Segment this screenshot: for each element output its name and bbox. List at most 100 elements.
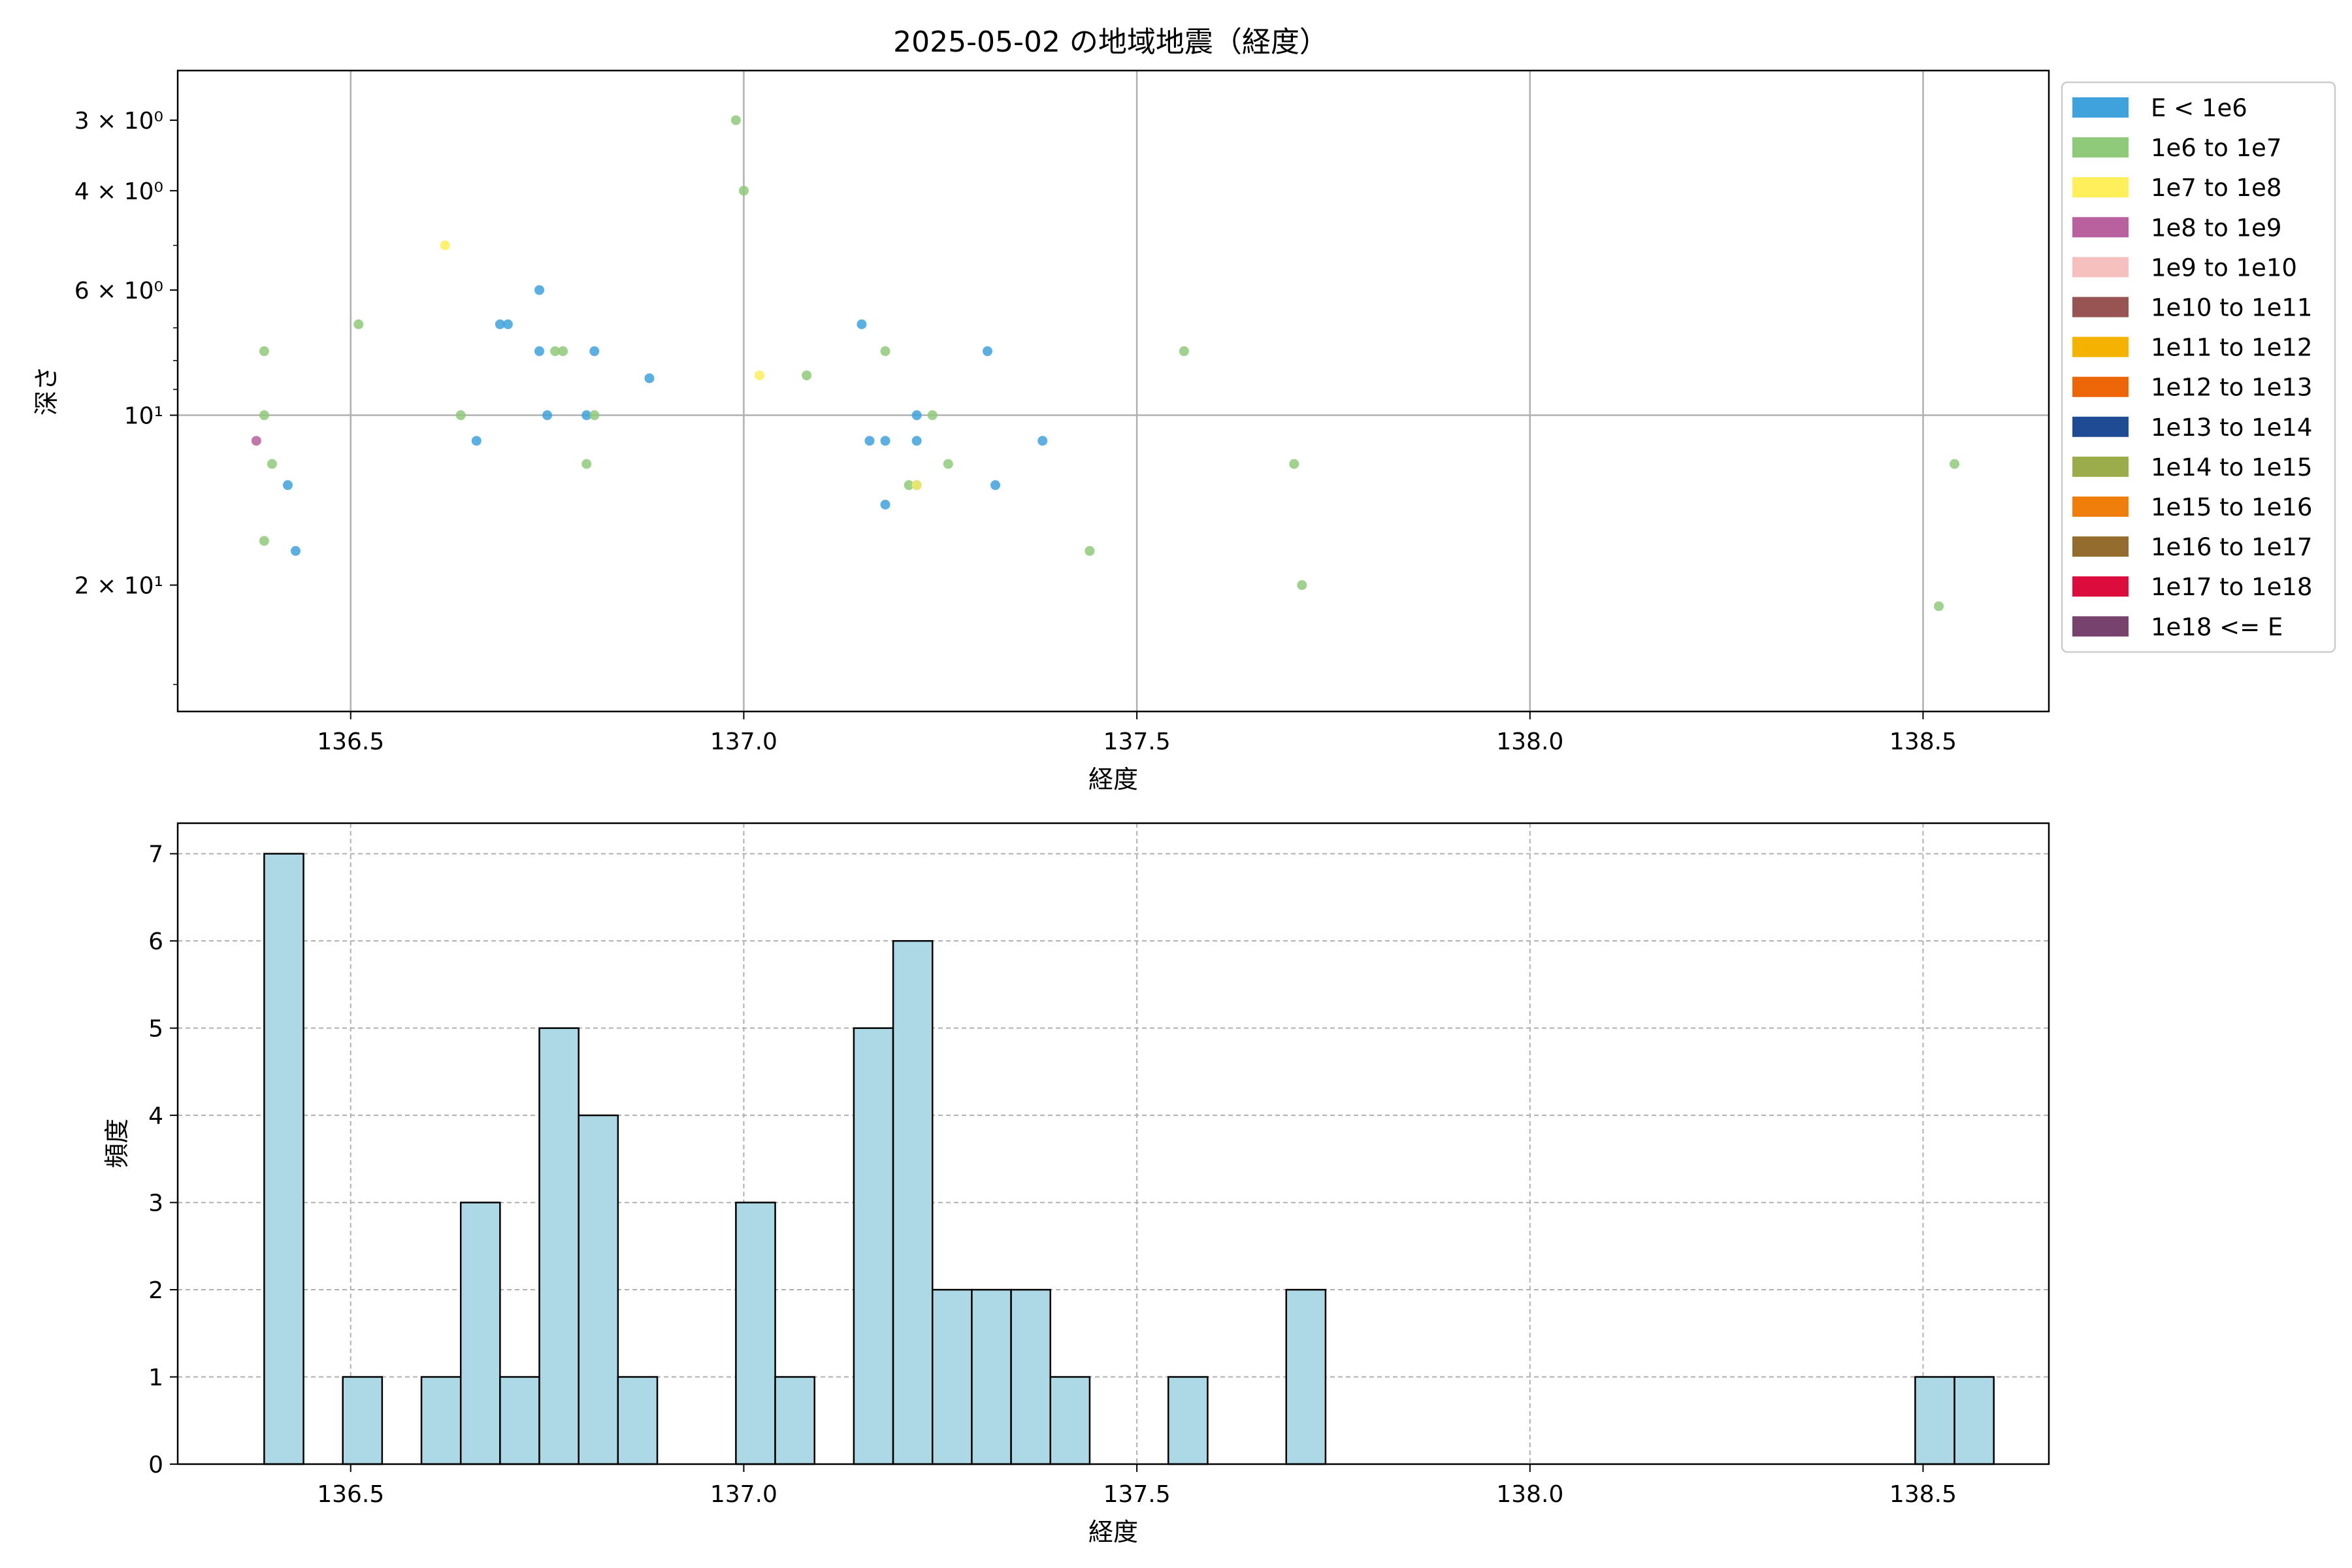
scatter-point [251,436,261,446]
histogram-bar [735,1201,776,1465]
legend-item: 1e15 to 1e16 [2072,493,2312,521]
histogram-bar [931,1288,973,1465]
scatter-y-tick-label: 6 × 10⁰ [74,278,163,304]
legend-label: 1e9 to 1e10 [2151,253,2297,282]
histogram-plot: 136.5 137.0 137.5 138.0 138.5 0 1 2 3 4 5 6 7 経度 頻度 [103,822,2050,1546]
scatter-point [738,186,749,196]
legend-frame [2061,81,2336,653]
scatter-point [502,319,513,329]
scatter-point [880,346,890,357]
histogram-bar [1049,1376,1091,1465]
histogram-bar [459,1201,501,1465]
legend-swatch [2072,616,2129,637]
histogram-bar [342,1376,384,1465]
scatter-point [1934,601,1944,612]
legend-item: 1e17 to 1e18 [2072,573,2312,601]
legend-label: 1e11 to 1e12 [2151,334,2312,362]
histogram-y-axis-label: 頻度 [103,1119,131,1168]
scatter-point [990,480,1000,491]
histogram-bar [1010,1288,1051,1465]
histogram-y-tick-label: 2 [148,1277,163,1304]
scatter-point [754,370,764,381]
histogram-y-tick-label: 1 [148,1365,163,1392]
scatter-point [589,410,600,421]
scatter-point [802,370,812,381]
legend-swatch [2072,536,2129,557]
scatter-point [581,459,592,469]
scatter-point [542,410,553,421]
scatter-point [911,410,922,421]
scatter-point [1297,580,1307,591]
figure-title: 2025-05-02 の地域地震（経度） [893,25,1328,59]
scatter-point [550,346,561,357]
scatter-point [730,115,741,125]
legend-swatch [2072,336,2129,357]
scatter-x-tick-label: 137.0 [710,728,777,755]
histogram-x-axis-ticks: 136.5 137.0 137.5 138.0 138.5 [317,1464,1957,1508]
scatter-point [259,410,269,421]
scatter-point [880,436,890,446]
legend-item: 1e13 to 1e14 [2072,414,2312,442]
legend-label: E < 1e6 [2151,94,2247,122]
scatter-y-axis-label: 深さ [32,366,61,416]
histogram-bar [538,1027,580,1465]
scatter-point [927,410,938,421]
histogram-x-axis-label: 経度 [1088,1518,1138,1546]
histogram-bar [1914,1376,1955,1465]
scatter-x-axis-label: 経度 [1088,765,1138,794]
scatter-point [589,346,600,357]
scatter-plot-frame [176,69,2050,713]
histogram-x-tick-label: 136.5 [317,1481,384,1508]
legend-item: 1e9 to 1e10 [2072,253,2297,282]
scatter-point [857,319,867,329]
scatter-point [911,436,922,446]
legend-item: E < 1e6 [2072,94,2247,122]
legend-item: 1e10 to 1e11 [2072,294,2312,322]
scatter-point [943,459,953,469]
histogram-y-tick-label: 0 [148,1452,163,1478]
scatter-point [471,436,482,446]
energy-legend: E < 1e6 1e6 to 1e7 1e7 to 1e8 1e8 to 1e9 1e9… [2061,81,2336,653]
scatter-point [581,410,592,421]
legend-label: 1e7 to 1e8 [2151,174,2281,202]
histogram-plot-frame [176,822,2050,1465]
histogram-bar [420,1376,462,1465]
scatter-point [353,319,364,329]
scatter-point [864,436,875,446]
scatter-point [558,346,568,357]
histogram-bar [853,1027,894,1465]
histogram-bar [892,939,934,1465]
scatter-point [534,285,545,295]
scatter-gridlines [178,71,2049,711]
legend-swatch [2072,177,2129,198]
scatter-point [644,373,655,384]
scatter-point [440,240,450,251]
scatter-point [1289,459,1299,469]
scatter-point [1037,436,1048,446]
legend-item: 1e7 to 1e8 [2072,174,2281,202]
scatter-point [259,536,269,546]
histogram-x-tick-label: 138.5 [1889,1481,1957,1508]
scatter-point [534,346,545,357]
histogram-x-tick-label: 137.5 [1103,1481,1171,1508]
scatter-points [251,115,1960,612]
scatter-point [880,499,890,510]
histogram-y-tick-label: 5 [148,1016,163,1043]
histogram-bar [499,1376,540,1465]
legend-item: 1e6 to 1e7 [2072,134,2281,162]
histogram-bar [263,853,304,1465]
legend-label: 1e18 <= E [2151,613,2283,641]
scatter-point [495,319,505,329]
legend-label: 1e16 to 1e17 [2151,533,2312,561]
legend-swatch [2072,376,2129,397]
scatter-point [455,410,466,421]
scatter-plot: 136.5 137.0 137.5 138.0 138.5 3 × 10⁰ 4 × 10⁰… [32,69,2050,794]
scatter-point [291,546,301,556]
histogram-gridlines [178,823,2049,1465]
scatter-point [1950,459,1960,469]
scatter-y-tick-label: 10¹ [124,403,163,430]
histogram-y-tick-label: 3 [148,1190,163,1217]
legend-item: 1e16 to 1e17 [2072,533,2312,561]
scatter-y-axis-ticks: 3 × 10⁰ 4 × 10⁰ 6 × 10⁰ 10¹ 2 × 10¹ [74,108,178,685]
